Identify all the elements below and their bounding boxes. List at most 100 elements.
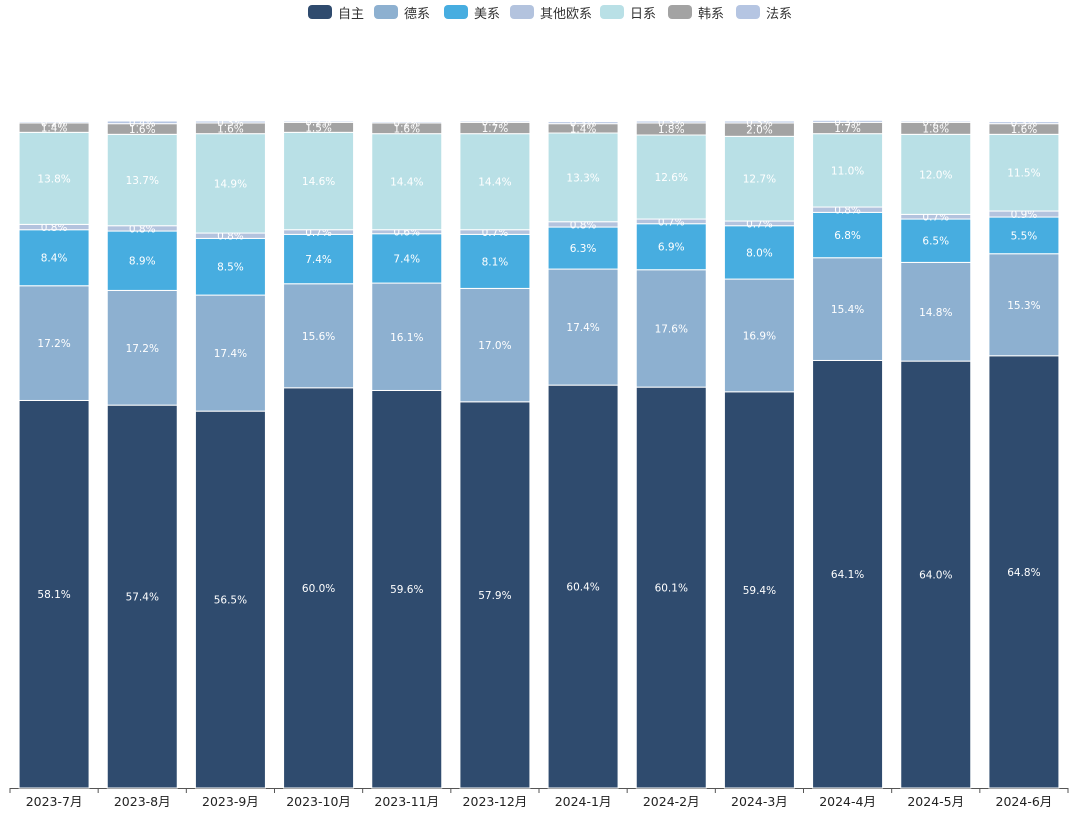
legend-item[interactable]: 美系 <box>444 2 500 22</box>
legend-item[interactable]: 自主 <box>308 2 364 22</box>
x-tick-label: 2023-8月 <box>114 794 171 809</box>
bar-segment[interactable] <box>723 225 795 280</box>
bar-segment[interactable] <box>723 135 795 222</box>
data-label: 1.6% <box>1011 124 1038 136</box>
data-label: 0.9% <box>1011 209 1038 221</box>
data-label: 17.6% <box>655 323 688 335</box>
bar-segment[interactable] <box>106 133 178 227</box>
bar-segment[interactable] <box>194 133 266 234</box>
legend-item[interactable]: 德系 <box>374 2 430 22</box>
bar-segment[interactable] <box>283 387 355 789</box>
bar-segment[interactable] <box>283 233 355 285</box>
data-label: 1.4% <box>41 123 68 135</box>
bar-segment[interactable] <box>988 253 1060 357</box>
bar-segment[interactable] <box>194 410 266 789</box>
bar-segment[interactable] <box>459 120 531 123</box>
legend-swatch <box>444 5 468 19</box>
data-label: 0.2% <box>922 117 949 129</box>
bar-segment[interactable] <box>900 133 972 215</box>
bar-segment[interactable] <box>371 389 443 789</box>
data-label: 0.8% <box>129 223 156 235</box>
bar-segment[interactable] <box>371 282 443 391</box>
chart-legend: 自主 德系 美系 其他欧系 日系 韩系 法系 <box>0 2 1080 24</box>
bar-segment[interactable] <box>635 269 707 388</box>
data-label: 12.7% <box>743 174 776 186</box>
data-label: 6.9% <box>658 242 685 254</box>
bar-segment[interactable] <box>459 287 531 403</box>
bar-segment[interactable] <box>812 133 884 208</box>
bar-segment[interactable] <box>18 285 90 401</box>
bar-segment[interactable] <box>635 134 707 220</box>
data-label: 0.2% <box>393 117 420 129</box>
data-label: 2.0% <box>746 125 773 137</box>
legend-item[interactable]: 日系 <box>600 2 656 22</box>
bar-segment[interactable] <box>106 404 178 789</box>
bar-segment[interactable] <box>459 233 531 289</box>
bar-segment[interactable] <box>635 223 707 271</box>
x-tick-label: 2023-12月 <box>463 794 528 809</box>
data-label: 8.4% <box>41 253 68 265</box>
bar-segment[interactable] <box>547 121 619 125</box>
bar-segment[interactable] <box>900 120 972 123</box>
bar-segment[interactable] <box>988 216 1060 255</box>
data-label: 14.8% <box>919 307 952 319</box>
bar-segment[interactable] <box>812 257 884 361</box>
bar-segment[interactable] <box>18 399 90 789</box>
bar-segment[interactable] <box>723 278 795 393</box>
bar-segment[interactable] <box>988 121 1060 125</box>
bar-segment[interactable] <box>371 133 443 231</box>
bar-segment[interactable] <box>547 132 619 223</box>
bar-segment[interactable] <box>106 230 178 291</box>
bar-segment[interactable] <box>194 294 266 412</box>
data-label: 16.9% <box>743 330 776 342</box>
legend-swatch <box>510 5 534 19</box>
bar-segment[interactable] <box>635 120 707 124</box>
data-label: 0.4% <box>129 117 156 129</box>
bar-segment[interactable] <box>812 359 884 789</box>
data-label: 14.4% <box>478 177 511 189</box>
bar-segment[interactable] <box>18 131 90 225</box>
bar-segment[interactable] <box>812 119 884 123</box>
bar-segment[interactable] <box>900 360 972 789</box>
bar-segment[interactable] <box>18 229 90 287</box>
x-tick-label: 2024-3月 <box>731 794 788 809</box>
data-label: 0.2% <box>305 117 332 129</box>
data-label: 15.3% <box>1007 300 1040 312</box>
data-label: 1.4% <box>570 123 597 135</box>
bar-segment[interactable] <box>283 120 355 123</box>
data-label: 14.6% <box>302 176 335 188</box>
bar-segment[interactable] <box>18 121 90 124</box>
bar-segment[interactable] <box>988 355 1060 789</box>
x-tick-label: 2023-11月 <box>374 794 439 809</box>
data-label: 60.4% <box>566 582 599 594</box>
legend-label: 日系 <box>630 6 657 22</box>
data-label: 0.8% <box>570 219 597 231</box>
bar-segment[interactable] <box>547 226 619 270</box>
data-label: 8.9% <box>129 256 156 268</box>
bar-segment[interactable] <box>106 120 178 125</box>
legend-item[interactable]: 韩系 <box>668 2 724 22</box>
bar-segment[interactable] <box>635 386 707 789</box>
bar-segment[interactable] <box>988 133 1060 212</box>
data-label: 8.0% <box>746 247 773 259</box>
bar-segment[interactable] <box>194 237 266 296</box>
data-label: 60.0% <box>302 583 335 595</box>
data-label: 0.3% <box>1011 118 1038 130</box>
data-label: 0.8% <box>217 231 244 243</box>
bar-segment[interactable] <box>547 384 619 789</box>
bar-segment[interactable] <box>194 120 266 124</box>
data-label: 17.4% <box>566 322 599 334</box>
data-label: 17.0% <box>478 340 511 352</box>
legend-item[interactable]: 法系 <box>736 2 792 22</box>
legend-label: 韩系 <box>698 6 725 22</box>
bar-segment[interactable] <box>459 401 531 789</box>
data-label: 0.3% <box>570 118 597 130</box>
data-label: 0.8% <box>834 205 861 217</box>
data-label: 59.6% <box>390 584 423 596</box>
legend-item[interactable]: 其他欧系 <box>510 2 592 22</box>
bar-segment[interactable] <box>723 120 795 124</box>
bar-segment[interactable] <box>812 211 884 259</box>
bar-segment[interactable] <box>283 131 355 231</box>
data-label: 14.9% <box>214 178 247 190</box>
bar-segment[interactable] <box>371 121 443 124</box>
